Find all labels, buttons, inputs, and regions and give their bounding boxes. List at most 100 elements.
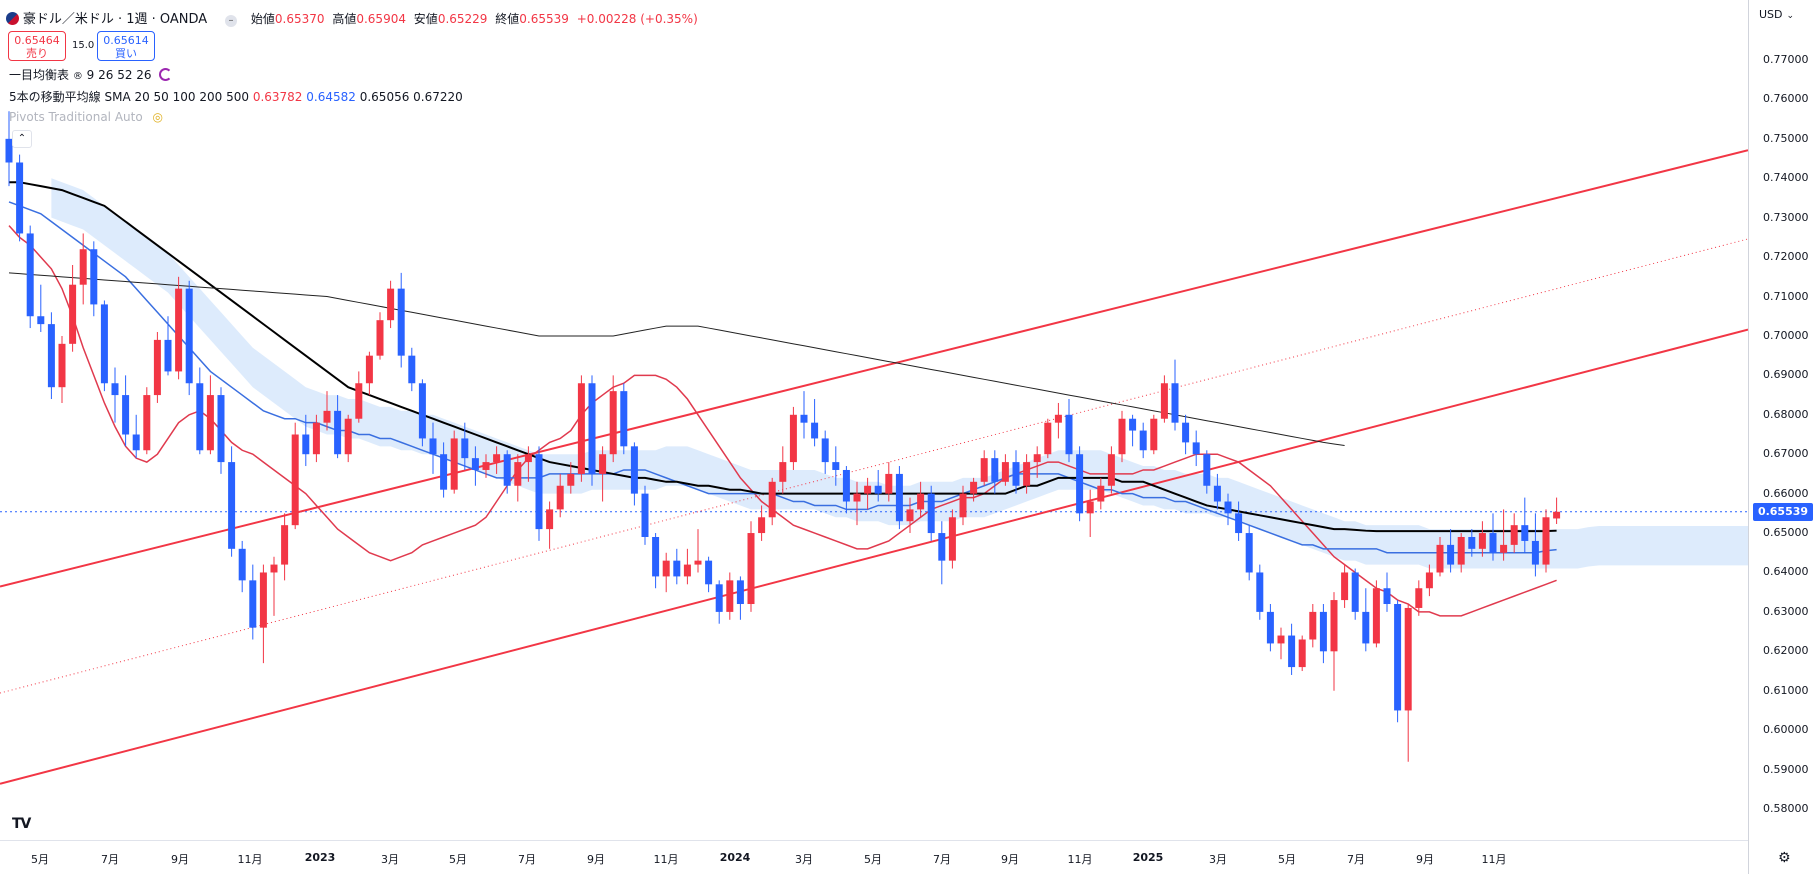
candle-body (1394, 604, 1402, 711)
candle-body (874, 485, 882, 494)
candle-body (959, 493, 967, 518)
buy-button[interactable]: 0.65614 買い (97, 31, 155, 61)
price-tick: 0.59000 (1763, 762, 1809, 776)
buy-price: 0.65614 (103, 34, 149, 47)
candle-body (514, 462, 522, 486)
price-tick: 0.60000 (1763, 723, 1809, 737)
candle-body (111, 383, 119, 396)
candle-body (556, 485, 564, 510)
candle-body (927, 493, 935, 534)
trend-channel (0, 149, 1748, 785)
ichimoku-params: 9 26 52 26 (86, 68, 152, 82)
candle-body (1309, 611, 1317, 640)
time-tick: 11月 (653, 853, 679, 866)
hidden-eye-icon[interactable]: ◎ (152, 110, 163, 124)
candle-body (334, 410, 342, 455)
candle-body (726, 580, 734, 612)
candle-body (609, 391, 617, 455)
high-label: 高値 (332, 12, 357, 26)
candle-body (1277, 635, 1285, 644)
channel-line-0 (0, 149, 1748, 588)
candle-body (630, 446, 638, 494)
candle-body (1076, 454, 1084, 514)
candle-body (715, 584, 723, 612)
price-scale[interactable]: USD ⌄ 0.77000 0.76000 0.75000 0.74000 0.73000… (1748, 0, 1816, 874)
candle-body (1266, 611, 1274, 644)
change-value: +0.00228 (+0.35%) (576, 12, 698, 26)
candle-body (16, 162, 24, 234)
candle-body (217, 395, 225, 463)
symbol-title[interactable]: 豪ドル／米ドル · 1週 · OANDA (22, 12, 208, 27)
candle-body (493, 454, 501, 463)
candle-body (238, 548, 246, 581)
candle-body (1298, 639, 1306, 668)
buy-label: 買い (115, 47, 137, 60)
loading-icon (159, 68, 173, 81)
ichimoku-legend[interactable]: 一目均衡表 ® 9 26 52 26 (9, 66, 173, 83)
pivots-legend[interactable]: Pivots Traditional Auto ◎ (9, 110, 163, 124)
candle-body (1129, 418, 1137, 431)
price-tick: 0.75000 (1763, 131, 1809, 145)
gear-icon[interactable]: ⚙ (1778, 850, 1791, 866)
candle-body (1171, 383, 1179, 423)
candle-body (546, 509, 554, 530)
last-price-label: 0.65539 (1753, 502, 1813, 521)
candle-body (450, 438, 458, 490)
candle-body (440, 454, 448, 490)
candle-body (842, 469, 850, 502)
time-tick: 9月 (1001, 853, 1019, 866)
candle-body (143, 395, 151, 451)
candle-body (535, 454, 543, 530)
price-tick: 0.62000 (1763, 644, 1809, 658)
candle-body (1139, 430, 1147, 451)
currency-unit-button[interactable]: USD ⌄ (1759, 8, 1794, 21)
sell-button[interactable]: 0.65464 売り (8, 31, 66, 61)
price-tick: 0.63000 (1763, 604, 1809, 618)
candle-body (397, 288, 405, 356)
time-tick: 2024 (719, 851, 751, 864)
time-axis[interactable]: 5月 7月 9月 11月 2023 3月 5月 7月 9月 11月 2024 3月 5月 7月 9月 11月 2… (0, 840, 1748, 875)
time-tick: 9月 (171, 853, 189, 866)
price-tick: 0.72000 (1763, 250, 1809, 264)
candle-body (1023, 462, 1031, 486)
ma-value-200: 0.67220 (413, 90, 463, 104)
candle-body (1256, 572, 1264, 612)
candle-body (365, 355, 373, 384)
candle-body (1192, 442, 1200, 455)
candle-body (1457, 536, 1465, 565)
candle-body (895, 473, 903, 522)
candle-body (1330, 600, 1338, 652)
time-tick: 7月 (1347, 853, 1365, 866)
chart-header: 豪ドル／米ドル · 1週 · OANDA – 始値0.65370 高値0.659… (6, 8, 698, 27)
candle-body (1054, 414, 1062, 423)
candle-body (122, 395, 130, 435)
time-tick: 11月 (1067, 853, 1093, 866)
time-tick: 5月 (449, 853, 467, 866)
candle-body (1478, 533, 1486, 549)
price-chart[interactable] (0, 0, 1748, 840)
candle-body (1319, 611, 1327, 652)
time-tick: 5月 (1278, 853, 1296, 866)
price-tick: 0.65000 (1763, 526, 1809, 540)
time-tick: 3月 (1209, 853, 1227, 866)
candle-body (1510, 525, 1518, 545)
collapse-icon[interactable]: – (225, 15, 238, 27)
time-tick: 7月 (933, 853, 951, 866)
candle-body (1097, 485, 1105, 502)
candle-body (652, 536, 660, 577)
candle-body (758, 517, 766, 534)
candle-body (1553, 511, 1561, 519)
candle-body (132, 434, 140, 451)
candle-body (408, 355, 416, 384)
low-value: 0.65229 (437, 12, 488, 26)
price-tick: 0.71000 (1763, 289, 1809, 303)
candle-body (1372, 588, 1380, 644)
ma-legend[interactable]: 5本の移動平均線 SMA 20 50 100 200 500 0.63782 0… (9, 88, 463, 105)
sma-20-line (8, 225, 1557, 617)
candle-body (344, 418, 352, 455)
ma-value-100: 0.65056 (359, 90, 410, 104)
candle-body (1404, 607, 1412, 711)
collapse-legend-button[interactable]: ⌃ (12, 130, 32, 148)
candle-body (1288, 635, 1296, 668)
candle-body (864, 485, 872, 494)
